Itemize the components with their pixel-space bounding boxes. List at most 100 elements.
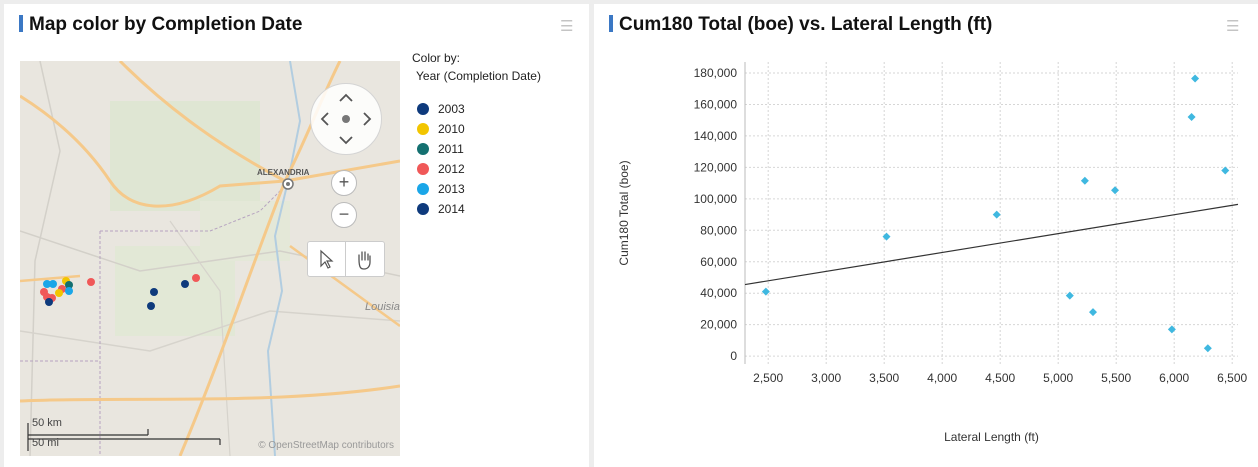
well-point[interactable] [181,280,189,288]
river [266,61,302,456]
legend-item[interactable]: 2013 [416,179,541,199]
well-point[interactable] [87,278,95,286]
title-accent-bar [609,15,613,32]
highway [20,274,81,283]
y-tick-label: 140,000 [694,129,738,143]
chart-title-text: Cum180 Total (boe) vs. Lateral Length (f… [619,14,993,35]
highway [118,61,286,183]
legend-item[interactable]: 2010 [416,119,541,139]
well-point[interactable] [147,302,155,310]
data-point[interactable] [1167,325,1176,334]
y-tick-label: 100,000 [694,192,738,206]
legend-swatch [417,103,429,115]
data-point[interactable] [882,232,891,241]
scale-mi-label: 50 mi [32,437,59,449]
x-tick-label: 4,000 [927,371,957,385]
map-road [29,61,61,456]
x-tick-label: 3,000 [811,371,841,385]
x-tick-label: 6,500 [1217,371,1247,385]
hand-icon [358,251,371,270]
map-panel: Map color by Completion Date ☰ [4,4,589,467]
legend-label: 2013 [438,182,465,196]
y-tick-label: 80,000 [700,223,737,237]
pointer-tool-button[interactable] [308,242,345,276]
pan-arrows-icon [320,93,372,145]
region-label: Louisia [365,301,400,313]
y-tick-label: 20,000 [700,318,737,332]
zoom-in-button[interactable]: + [331,170,357,196]
highway [20,94,286,208]
scatter-chart[interactable]: 0 20,000 40,000 60,000 80,000 100,000 120,000 1… [594,4,1258,467]
scale-bar [27,423,221,451]
y-axis-title: Cum180 Total (boe) [617,160,631,265]
data-point[interactable] [1203,344,1212,353]
data-point[interactable] [1191,74,1200,83]
legend-subtitle[interactable]: Year (Completion Date) [416,69,541,83]
map-view[interactable]: ALEXANDRIA Louisia + − 50 km 50 mi © [20,61,400,456]
tool-divider [345,242,346,276]
legend-title: Color by: [412,51,461,65]
data-point[interactable] [1111,186,1120,195]
y-tick-label: 180,000 [694,66,738,80]
map-attribution: © OpenStreetMap contributors [258,440,394,451]
y-tick-label: 0 [730,349,737,363]
y-tick-label: 40,000 [700,286,737,300]
data-point[interactable] [1065,291,1074,300]
data-point[interactable] [1080,176,1089,185]
data-point[interactable] [992,210,1001,219]
well-point[interactable] [43,280,51,288]
zoom-out-button[interactable]: − [331,202,357,228]
data-point[interactable] [1221,166,1230,175]
legend-item[interactable]: 2012 [416,159,541,179]
well-point[interactable] [45,298,53,306]
chart-panel-title: Cum180 Total (boe) vs. Lateral Length (f… [609,14,992,36]
y-tick-label: 60,000 [700,255,737,269]
x-tick-label: 3,500 [869,371,899,385]
x-tick-label: 5,000 [1043,371,1073,385]
legend-item[interactable]: 2011 [416,139,541,159]
pointer-icon [320,249,334,269]
map-road [169,220,231,456]
legend-swatch [417,203,429,215]
pan-control[interactable] [310,83,382,155]
legend-swatch [417,123,429,135]
well-point[interactable] [150,288,158,296]
legend-items: 2003 2010 2011 2012 2013 2014 [412,99,541,219]
data-point[interactable] [1187,113,1196,122]
map-panel-title: Map color by Completion Date [19,14,302,36]
x-tick-label: 2,500 [753,371,783,385]
pan-tool-button[interactable] [346,242,383,276]
x-tick-label: 4,500 [985,371,1015,385]
legend-label: 2012 [438,162,465,176]
color-legend: Color by: Year (Completion Date) 2003 201… [412,51,541,219]
highway [20,384,400,403]
well-point[interactable] [192,274,200,282]
y-tick-label: 160,000 [694,97,738,111]
well-point[interactable] [49,280,57,288]
legend-item[interactable]: 2003 [416,99,541,119]
legend-swatch [417,183,429,195]
legend-swatch [417,143,429,155]
title-accent-bar [19,15,23,32]
trendline [744,203,1239,286]
well-point[interactable] [65,281,73,289]
y-tick-label: 120,000 [694,160,738,174]
data-point[interactable] [761,287,770,296]
chart-panel: Cum180 Total (boe) vs. Lateral Length (f… [594,4,1258,467]
well-point[interactable] [65,287,73,295]
x-tick-label: 5,500 [1101,371,1131,385]
scale-km-label: 50 km [32,417,62,429]
x-tick-label: 6,000 [1159,371,1189,385]
data-point[interactable] [1089,308,1097,317]
well-points [40,274,200,310]
highway [178,180,287,456]
legend-label: 2014 [438,202,465,216]
legend-label: 2003 [438,102,465,116]
menu-icon[interactable]: ☰ [1226,18,1240,35]
legend-item[interactable]: 2014 [416,199,541,219]
parish-boundary [100,185,286,232]
legend-label: 2010 [438,122,465,136]
menu-icon[interactable]: ☰ [560,18,574,35]
well-point[interactable] [55,289,63,297]
x-axis-title: Lateral Length (ft) [944,430,1039,444]
